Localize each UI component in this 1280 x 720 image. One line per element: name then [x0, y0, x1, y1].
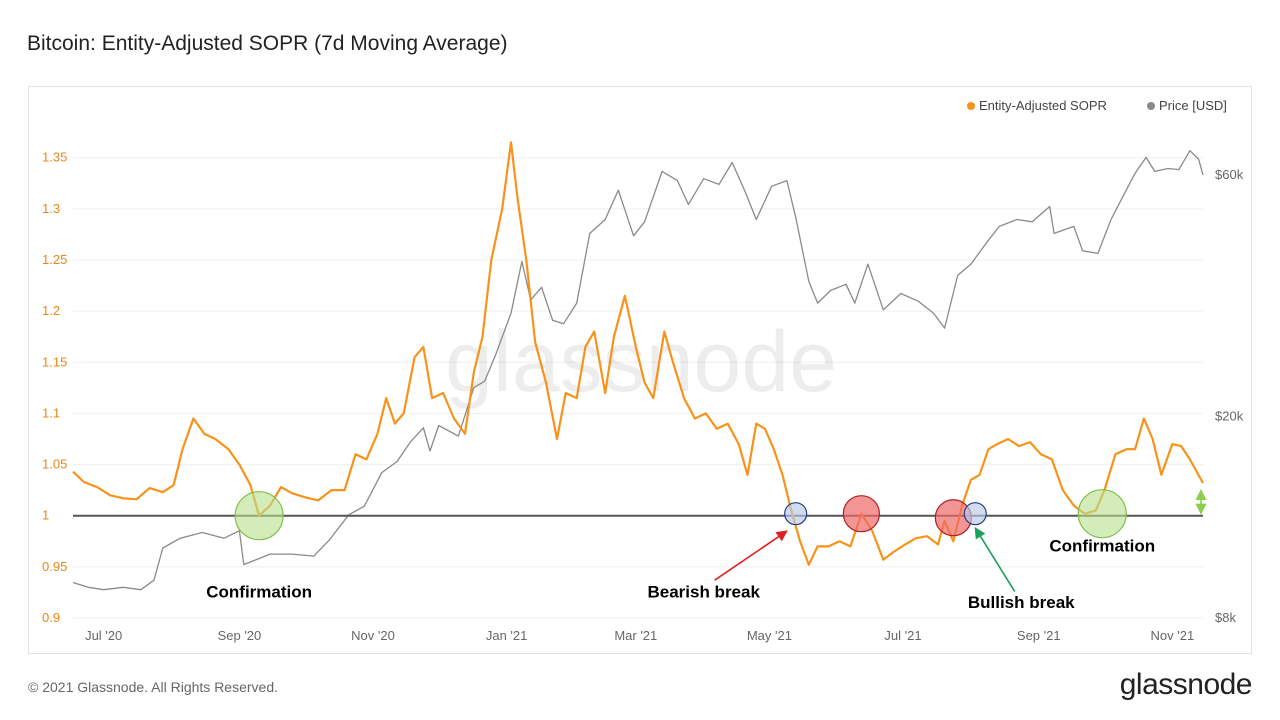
axes: 0.9 0.95 1 1.05 1.1 1.15 1.2 1.25 1.3 1.35 $8k $20k…: [42, 150, 1244, 643]
annotation-label: Bullish break: [968, 593, 1075, 612]
y-left-tick-label: 1.25: [42, 252, 67, 267]
legend-marker: [967, 102, 975, 110]
x-tick-label: Sep '20: [218, 628, 262, 643]
x-tick-label: Jul '20: [85, 628, 122, 643]
annotation-label: Bearish break: [647, 583, 760, 602]
y-left-tick-label: 1.2: [42, 303, 60, 318]
x-tick-label: Mar '21: [614, 628, 657, 643]
legend-marker: [1147, 102, 1155, 110]
annotation-circle-blue: [784, 502, 808, 526]
sopr-line: [72, 141, 1204, 566]
footer-logo: glassnode: [1119, 668, 1253, 701]
x-tick-label: Jul '21: [884, 628, 921, 643]
x-tick-label: May '21: [747, 628, 792, 643]
y-left-tick-label: 1.1: [42, 405, 60, 420]
annotation-label: Confirmation: [206, 583, 312, 602]
y-right-tick-label: $8k: [1215, 610, 1236, 625]
annotation-label: Confirmation: [1049, 537, 1155, 556]
y-left-tick-label: 0.9: [42, 610, 60, 625]
chart-panel: glassnode 0.9 0.95 1 1.05 1.1 1.15 1.2 1.25 1.3 1…: [28, 86, 1252, 654]
price-line: [72, 150, 1204, 591]
y-right-tick-label: $60k: [1215, 167, 1244, 182]
grid: [73, 157, 1203, 619]
annotation-circle-blue: [963, 502, 987, 526]
y-left-tick-label: 0.95: [42, 559, 67, 574]
annotation-circle-red: [842, 495, 880, 533]
annotation-circle-green: [1077, 489, 1127, 539]
y-left-tick-label: 1.05: [42, 457, 67, 472]
y-left-tick-label: 1.35: [42, 150, 67, 165]
legend: Entity-Adjusted SOPR Price [USD]: [967, 98, 1227, 113]
watermark: glassnode: [445, 314, 837, 410]
y-left-tick-label: 1.3: [42, 201, 60, 216]
x-tick-label: Jan '21: [486, 628, 528, 643]
chart-title: Bitcoin: Entity-Adjusted SOPR (7d Moving…: [27, 32, 508, 55]
y-left-tick-label: 1.15: [42, 354, 67, 369]
y-right-tick-label: $20k: [1215, 409, 1244, 424]
legend-label: Price [USD]: [1159, 98, 1227, 113]
legend-label: Entity-Adjusted SOPR: [979, 98, 1107, 113]
x-tick-label: Nov '20: [351, 628, 395, 643]
annotation-circle-green: [234, 491, 284, 541]
x-tick-label: Nov '21: [1151, 628, 1195, 643]
footer-copyright: © 2021 Glassnode. All Rights Reserved.: [28, 679, 279, 695]
annotations: Confirmation Bearish break Bullish break Co…: [206, 489, 1207, 612]
annotation-arrow-red: [714, 530, 788, 581]
y-left-tick-label: 1: [42, 508, 49, 523]
annotation-arrow-green: [974, 527, 1016, 592]
chart-canvas: glassnode 0.9 0.95 1 1.05 1.1 1.15 1.2 1.25 1.3 1…: [42, 98, 1244, 643]
x-tick-label: Sep '21: [1017, 628, 1061, 643]
